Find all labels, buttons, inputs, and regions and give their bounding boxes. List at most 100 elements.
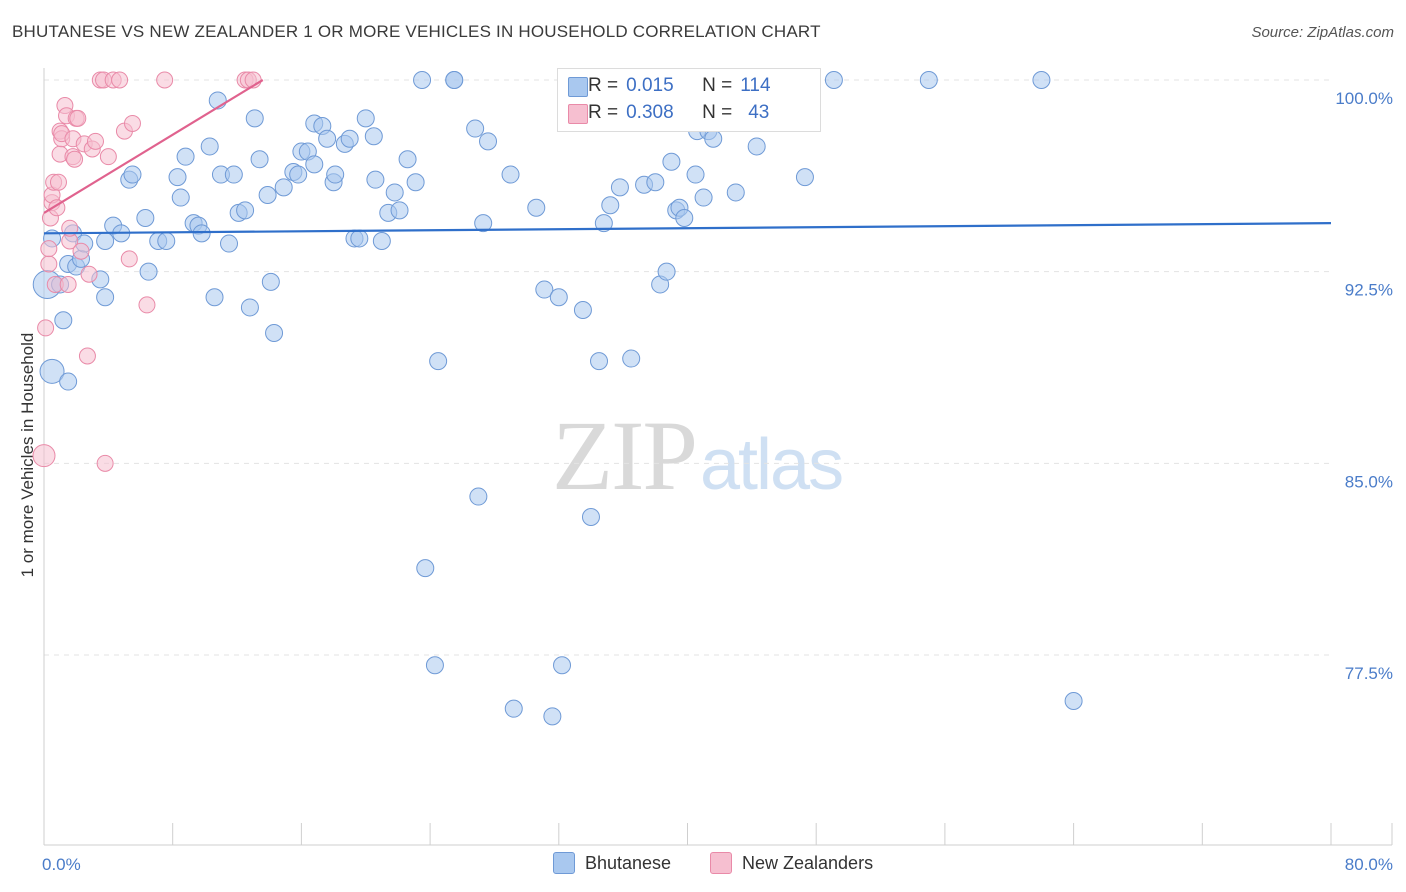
legend-item-bhutanese[interactable]: Bhutanese [553, 852, 671, 874]
new-zealanders-point [59, 275, 77, 293]
bhutanese-point [123, 165, 142, 184]
new-zealanders-point [111, 71, 129, 89]
bhutanese-point [704, 129, 723, 148]
bhutanese-swatch [568, 77, 588, 97]
bhutanese-point [96, 232, 115, 250]
bhutanese-point [205, 288, 224, 307]
new-zealanders-point [37, 319, 55, 337]
r-value: 0.308 [626, 102, 674, 123]
new-zealanders-point [138, 296, 156, 314]
new-zealanders-swatch [568, 104, 588, 124]
bhutanese-point [176, 147, 195, 166]
watermark: ZIPatlas [552, 398, 844, 513]
y-tick-label: 92.5% [1345, 281, 1393, 300]
bhutanese-point [429, 352, 448, 371]
legend-label-new-zealanders: New Zealanders [742, 852, 874, 873]
bhutanese-trend-line [43, 222, 1332, 235]
new-zealanders-point [40, 240, 58, 258]
bhutanese-point [171, 188, 190, 207]
legend-item-new-zealanders[interactable]: New Zealanders [710, 852, 873, 874]
n-label: N = [702, 75, 733, 96]
bhutanese-point [224, 165, 243, 184]
bhutanese-point [501, 165, 520, 184]
bhutanese-point [535, 280, 554, 299]
bhutanese-point [474, 214, 493, 233]
bhutanese-point [581, 508, 600, 526]
bhutanese-point [350, 229, 369, 248]
bhutanese-point [136, 209, 155, 227]
new-zealanders-point [72, 242, 90, 260]
source-credit: Source: ZipAtlas.com [1251, 24, 1394, 41]
bhutanese-point [250, 150, 269, 169]
bhutanese-point [356, 109, 375, 128]
watermark-atlas: atlas [700, 425, 844, 505]
bhutanese-point [527, 198, 546, 217]
legend-label-bhutanese: Bhutanese [585, 852, 672, 873]
y-tick-label: 77.5% [1345, 664, 1393, 683]
bhutanese-point [601, 196, 620, 215]
legend-swatch-bhutanese [553, 852, 575, 874]
bhutanese-point [236, 201, 255, 220]
new-zealanders-point [99, 148, 117, 166]
bhutanese-point [168, 168, 187, 187]
series-legend: Bhutanese New Zealanders [0, 852, 1406, 878]
new-zealanders-point [156, 71, 174, 89]
bhutanese-point [416, 559, 435, 578]
bhutanese-point [39, 358, 65, 384]
stats-row-new-zealanders: R = 0.308 N = 43 [568, 100, 770, 126]
bhutanese-point [398, 150, 417, 169]
bhutanese-point [686, 165, 705, 184]
new-zealanders-point [86, 132, 104, 150]
bhutanese-point [824, 71, 843, 89]
bhutanese-point [657, 262, 676, 281]
bhutanese-point [747, 137, 766, 156]
bhutanese-point [318, 129, 337, 148]
bhutanese-point [694, 188, 713, 207]
x-tick-label: 80.0% [1345, 855, 1393, 874]
bhutanese-point [610, 178, 629, 197]
bhutanese-point [675, 209, 694, 227]
bhutanese-point [240, 298, 259, 317]
x-tick-label: 0.0% [42, 855, 81, 874]
bhutanese-point [553, 656, 572, 675]
bhutanese-point [200, 137, 219, 156]
r-label: R = [588, 102, 619, 123]
new-zealanders-point [80, 265, 98, 283]
bhutanese-point [504, 699, 523, 718]
bhutanese-point [265, 324, 284, 342]
bhutanese-point [192, 224, 211, 243]
r-value: 0.015 [626, 75, 674, 96]
bhutanese-point [445, 71, 464, 89]
new-zealanders-point [120, 250, 138, 268]
bhutanese-point [726, 183, 745, 202]
chart-title: BHUTANESE VS NEW ZEALANDER 1 OR MORE VEH… [12, 22, 821, 41]
bhutanese-point [372, 232, 391, 250]
new-zealanders-point [40, 255, 58, 273]
bhutanese-point [59, 372, 78, 391]
new-zealanders-point [123, 114, 141, 132]
bhutanese-point [594, 214, 613, 233]
y-tick-label: 100.0% [1335, 89, 1393, 108]
bhutanese-point [96, 288, 115, 307]
bhutanese-point [274, 178, 293, 197]
bhutanese-point [385, 183, 404, 202]
bhutanese-point [413, 71, 432, 89]
bhutanese-point [662, 152, 681, 171]
bhutanese-point [1032, 71, 1051, 89]
n-value: 43 [748, 102, 770, 123]
bhutanese-point [479, 132, 498, 151]
bhutanese-point [622, 349, 641, 368]
new-zealanders-point [66, 150, 84, 168]
bhutanese-point [340, 129, 359, 148]
bhutanese-point [305, 155, 324, 174]
bhutanese-point [646, 173, 665, 192]
bhutanese-point [549, 288, 568, 307]
bhutanese-point [289, 165, 308, 184]
bhutanese-point [590, 352, 609, 371]
watermark-zip: ZIP [552, 400, 698, 511]
bhutanese-point [157, 232, 176, 250]
bhutanese-point [543, 707, 562, 726]
new-zealanders-trend-line [43, 79, 264, 214]
bhutanese-point [1064, 692, 1083, 710]
